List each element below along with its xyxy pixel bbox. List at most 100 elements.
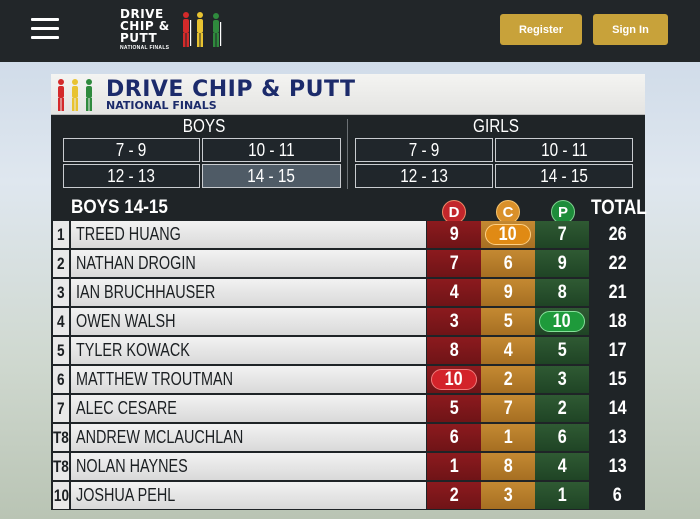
best-score-highlight (485, 224, 531, 245)
putt-score: 5 (535, 337, 589, 364)
section-title: BOYS 14-15 (71, 197, 168, 218)
table-row[interactable]: T8 NOLAN HAYNES 1 8 4 13 (51, 452, 645, 481)
total-score: 18 (591, 308, 644, 335)
drive-score: 8 (427, 337, 481, 364)
putt-column-header: P (551, 200, 575, 224)
table-row[interactable]: 6 MATTHEW TROUTMAN 10 2 3 15 (51, 365, 645, 394)
girls-group-12-13[interactable]: 12 - 13 (355, 164, 493, 188)
putt-score: 6 (535, 424, 589, 451)
group-divider (347, 119, 348, 189)
drive-column-header: D (442, 200, 466, 224)
register-button[interactable]: Register (500, 14, 582, 45)
table-row[interactable]: 10 JOSHUA PEHL 2 3 1 6 (51, 481, 645, 510)
drive-score: 2 (427, 482, 481, 509)
top-bar: DRIVE CHIP & PUTT NATIONAL FINALS Regist… (0, 0, 700, 62)
logo-subtitle: NATIONAL FINALS (120, 45, 170, 51)
putt-score: 3 (535, 366, 589, 393)
boys-group-10-11[interactable]: 10 - 11 (202, 138, 341, 162)
total-score: 15 (591, 366, 644, 393)
girls-group-14-15[interactable]: 14 - 15 (495, 164, 633, 188)
player-name: JOSHUA PEHL (71, 482, 426, 509)
rank-cell: T8 (53, 453, 69, 480)
player-name: TREED HUANG (71, 221, 426, 248)
chip-score: 6 (481, 250, 535, 277)
putt-score: 2 (535, 395, 589, 422)
girls-label: GIRLS (473, 116, 519, 136)
putt-score: 7 (535, 221, 589, 248)
putt-score: 10 (535, 308, 589, 335)
rank-cell: T8 (53, 424, 69, 451)
total-score: 22 (591, 250, 644, 277)
logo-text: DRIVE CHIP & PUTT (120, 7, 170, 45)
player-name: OWEN WALSH (71, 308, 426, 335)
drive-score: 6 (427, 424, 481, 451)
putt-score: 1 (535, 482, 589, 509)
chip-score: 8 (481, 453, 535, 480)
drive-score: 1 (427, 453, 481, 480)
rank-cell: 6 (53, 366, 69, 393)
drive-score: 9 (427, 221, 481, 248)
table-row[interactable]: 4 OWEN WALSH 3 5 10 18 (51, 307, 645, 336)
table-row[interactable]: 5 TYLER KOWACK 8 4 5 17 (51, 336, 645, 365)
player-name: TYLER KOWACK (71, 337, 426, 364)
drive-score: 7 (427, 250, 481, 277)
board-title: DRIVE CHIP & PUTT (106, 77, 356, 102)
player-name: NATHAN DROGIN (71, 250, 426, 277)
boys-group-7-9[interactable]: 7 - 9 (63, 138, 200, 162)
chip-column-header: C (496, 200, 520, 224)
rank-cell: 10 (53, 482, 69, 509)
table-row[interactable]: 3 IAN BRUCHHAUSER 4 9 8 21 (51, 278, 645, 307)
drive-score: 5 (427, 395, 481, 422)
total-score: 13 (591, 424, 644, 451)
golfers-icon (58, 79, 92, 111)
menu-icon[interactable] (31, 18, 59, 40)
drive-score: 10 (427, 366, 481, 393)
best-score-highlight (431, 369, 477, 390)
boys-group-14-15[interactable]: 14 - 15 (202, 164, 341, 188)
rank-cell: 3 (53, 279, 69, 306)
table-row[interactable]: 2 NATHAN DROGIN 7 6 9 22 (51, 249, 645, 278)
chip-score: 10 (481, 221, 535, 248)
total-column-header: TOTAL (591, 196, 647, 219)
player-name: ANDREW MCLAUCHLAN (71, 424, 426, 451)
girls-group-10-11[interactable]: 10 - 11 (495, 138, 633, 162)
board-subtitle: NATIONAL FINALS (106, 99, 217, 112)
rank-cell: 1 (53, 221, 69, 248)
chip-score: 2 (481, 366, 535, 393)
drive-score: 3 (427, 308, 481, 335)
total-score: 13 (591, 453, 644, 480)
chip-score: 3 (481, 482, 535, 509)
leaderboard-rows: 1 TREED HUANG 9 10 7 26 2 NATHAN DROGIN 7 6 9 22 3 IA… (51, 220, 645, 510)
putt-score: 8 (535, 279, 589, 306)
leaderboard-header: DRIVE CHIP & PUTT NATIONAL FINALS (51, 74, 645, 115)
site-logo[interactable]: DRIVE CHIP & PUTT NATIONAL FINALS (120, 8, 240, 54)
leaderboard: DRIVE CHIP & PUTT NATIONAL FINALS BOYS G… (51, 74, 647, 510)
total-score: 21 (591, 279, 644, 306)
player-name: MATTHEW TROUTMAN (71, 366, 426, 393)
boys-label: BOYS (182, 116, 226, 136)
girls-group-7-9[interactable]: 7 - 9 (355, 138, 493, 162)
chip-score: 7 (481, 395, 535, 422)
chip-score: 1 (481, 424, 535, 451)
total-score: 26 (591, 221, 644, 248)
player-name: IAN BRUCHHAUSER (71, 279, 426, 306)
rank-cell: 2 (53, 250, 69, 277)
boys-group-12-13[interactable]: 12 - 13 (63, 164, 200, 188)
table-row[interactable]: 1 TREED HUANG 9 10 7 26 (51, 220, 645, 249)
player-name: NOLAN HAYNES (71, 453, 426, 480)
total-score: 6 (591, 482, 644, 509)
total-score: 14 (591, 395, 644, 422)
rank-cell: 5 (53, 337, 69, 364)
sign-in-button[interactable]: Sign In (593, 14, 668, 45)
total-score: 17 (591, 337, 644, 364)
golfers-icon (183, 12, 222, 47)
putt-score: 4 (535, 453, 589, 480)
table-row[interactable]: 7 ALEC CESARE 5 7 2 14 (51, 394, 645, 423)
putt-score: 9 (535, 250, 589, 277)
chip-score: 9 (481, 279, 535, 306)
player-name: ALEC CESARE (71, 395, 426, 422)
table-row[interactable]: T8 ANDREW MCLAUCHLAN 6 1 6 13 (51, 423, 645, 452)
drive-score: 4 (427, 279, 481, 306)
chip-score: 4 (481, 337, 535, 364)
chip-score: 5 (481, 308, 535, 335)
